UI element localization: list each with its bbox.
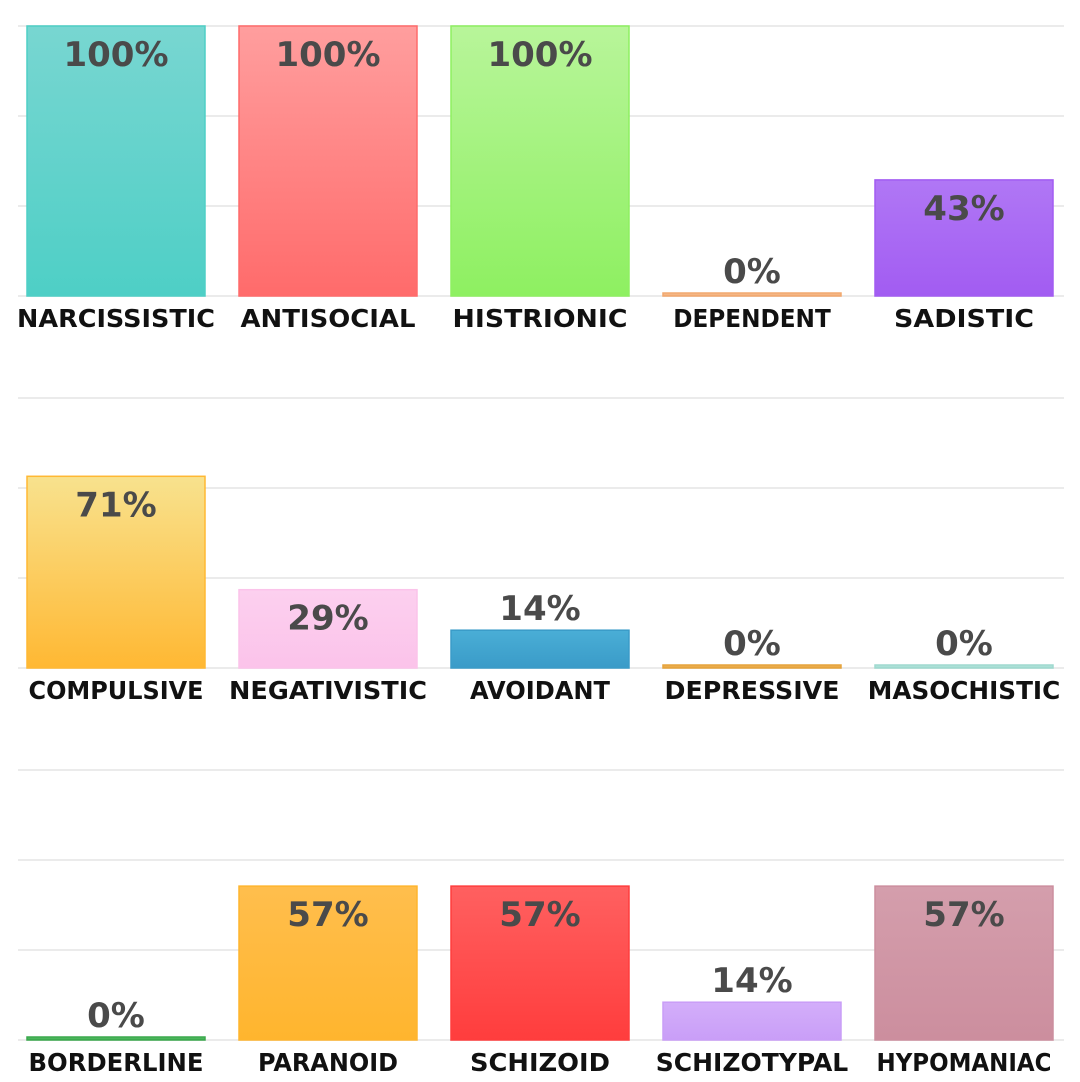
bar-hypomaniac	[874, 885, 1054, 1041]
bar-dependent	[662, 292, 842, 297]
value-label: 0%	[935, 624, 993, 664]
value-label: 100%	[63, 35, 168, 75]
category-label: BORDERLINE	[29, 1048, 204, 1077]
value-label: 100%	[487, 35, 592, 75]
value-label: 43%	[923, 189, 1004, 229]
category-label: SADISTIC	[894, 304, 1034, 333]
bar-paranoid	[238, 885, 418, 1041]
category-label: AVOIDANT	[470, 676, 610, 705]
bar-compulsive	[26, 475, 206, 669]
value-label: 14%	[711, 961, 792, 1001]
category-label: DEPENDENT	[673, 304, 831, 333]
category-label: SCHIZOID	[470, 1048, 610, 1077]
category-label: NARCISSISTIC	[17, 304, 215, 333]
category-label: DEPRESSIVE	[665, 676, 840, 705]
category-label: PARANOID	[258, 1048, 398, 1077]
bar-depressive	[662, 664, 842, 669]
value-label: 0%	[723, 624, 781, 664]
bar-masochistic	[874, 664, 1054, 669]
value-label: 71%	[75, 485, 156, 525]
bar-sadistic	[874, 179, 1054, 297]
category-label: MASOCHISTIC	[868, 676, 1061, 705]
bar-schizotypal	[662, 1001, 842, 1041]
value-label: 0%	[87, 996, 145, 1036]
value-label: 57%	[499, 895, 580, 935]
value-label: 29%	[287, 599, 368, 639]
bar-antisocial	[238, 25, 418, 297]
category-label: SCHIZOTYPAL	[656, 1048, 849, 1077]
category-label: ANTISOCIAL	[241, 304, 416, 333]
bar-borderline	[26, 1036, 206, 1041]
value-label: 100%	[275, 35, 380, 75]
category-label: COMPULSIVE	[29, 676, 204, 705]
category-label: HYPOMANIAC	[877, 1048, 1052, 1077]
bar-negativistic	[238, 588, 418, 669]
value-label: 57%	[287, 895, 368, 935]
value-label: 0%	[723, 252, 781, 292]
bar-schizoid	[450, 885, 630, 1041]
bar-narcissistic	[26, 25, 206, 297]
category-label: HISTRIONIC	[453, 304, 628, 333]
category-label: NEGATIVISTIC	[229, 676, 427, 705]
bar-avoidant	[450, 629, 630, 669]
bar-histrionic	[450, 25, 630, 297]
value-label: 14%	[499, 589, 580, 629]
value-label: 57%	[923, 895, 1004, 935]
